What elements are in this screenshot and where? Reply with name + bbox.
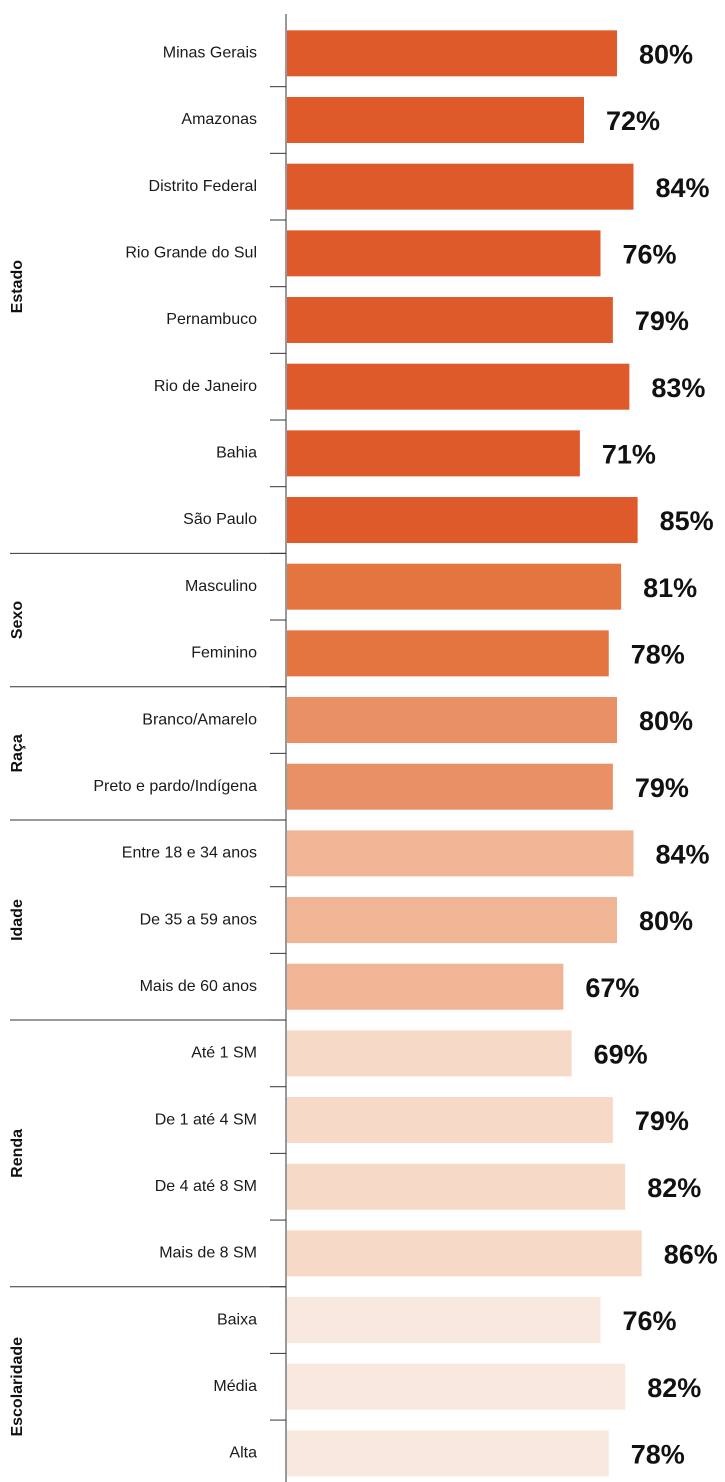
value-label: 79% — [635, 306, 689, 336]
category-label: Média — [213, 1378, 257, 1395]
value-label: 67% — [585, 973, 639, 1003]
value-label: 80% — [639, 906, 693, 936]
bar — [287, 1030, 572, 1077]
group-label: Escolaridade — [9, 1337, 26, 1437]
category-label: Minas Gerais — [163, 45, 257, 62]
group-label: Renda — [9, 1129, 26, 1178]
category-label: Rio Grande do Sul — [125, 245, 257, 262]
bar — [287, 697, 617, 744]
category-label: São Paulo — [183, 511, 257, 528]
value-label: 80% — [639, 706, 693, 736]
category-label: Masculino — [185, 578, 257, 595]
value-label: 72% — [606, 106, 660, 136]
bar — [287, 830, 634, 877]
value-label: 86% — [664, 1240, 718, 1270]
bar — [287, 563, 622, 610]
category-label: Rio de Janeiro — [154, 378, 257, 395]
bar — [287, 163, 634, 210]
category-label: Mais de 60 anos — [140, 978, 257, 995]
category-label: Entre 18 e 34 anos — [122, 845, 257, 862]
category-label: De 1 até 4 SM — [155, 1111, 257, 1128]
bar — [287, 763, 613, 810]
bar — [287, 1297, 601, 1344]
value-label: 85% — [660, 506, 714, 536]
value-label: 83% — [651, 373, 705, 403]
bar — [287, 897, 617, 944]
value-label: 79% — [635, 1106, 689, 1136]
value-label: 81% — [643, 573, 697, 603]
value-label: 71% — [602, 439, 656, 469]
bar — [287, 30, 617, 77]
value-label: 76% — [623, 1306, 677, 1336]
category-label: Até 1 SM — [191, 1045, 257, 1062]
bar — [287, 497, 638, 544]
value-label: 78% — [631, 639, 685, 669]
bar — [287, 97, 584, 144]
group-label: Estado — [9, 260, 26, 314]
bar — [287, 630, 609, 677]
bar — [287, 363, 630, 410]
value-label: 82% — [647, 1173, 701, 1203]
value-label: 84% — [656, 840, 710, 870]
bar — [287, 297, 613, 344]
bar — [287, 963, 564, 1010]
value-label: 78% — [631, 1440, 685, 1470]
category-label: Distrito Federal — [149, 178, 257, 195]
bar — [287, 1230, 642, 1277]
category-label: Preto e pardo/Indígena — [93, 778, 257, 795]
group-label: Sexo — [9, 601, 26, 639]
value-label: 69% — [594, 1040, 648, 1070]
category-label: Feminino — [191, 645, 257, 662]
category-label: Mais de 8 SM — [159, 1245, 257, 1262]
category-label: Alta — [229, 1445, 257, 1462]
category-label: Amazonas — [181, 111, 257, 128]
category-label: De 35 a 59 anos — [140, 911, 257, 928]
bar — [287, 230, 601, 277]
group-label: Idade — [9, 899, 26, 941]
category-label: Pernambuco — [166, 311, 257, 328]
category-label: De 4 até 8 SM — [155, 1178, 257, 1195]
category-label: Baixa — [217, 1311, 257, 1328]
bar — [287, 1430, 609, 1477]
bar — [287, 1163, 626, 1210]
bar — [287, 1097, 613, 1144]
bar — [287, 1363, 626, 1410]
category-label: Branco/Amarelo — [142, 711, 257, 728]
value-label: 84% — [656, 173, 710, 203]
category-label: Bahia — [216, 445, 257, 462]
value-label: 76% — [623, 239, 677, 269]
value-label: 80% — [639, 39, 693, 69]
bar — [287, 430, 580, 477]
value-label: 79% — [635, 773, 689, 803]
value-label: 82% — [647, 1373, 701, 1403]
group-label: Raça — [9, 734, 26, 772]
